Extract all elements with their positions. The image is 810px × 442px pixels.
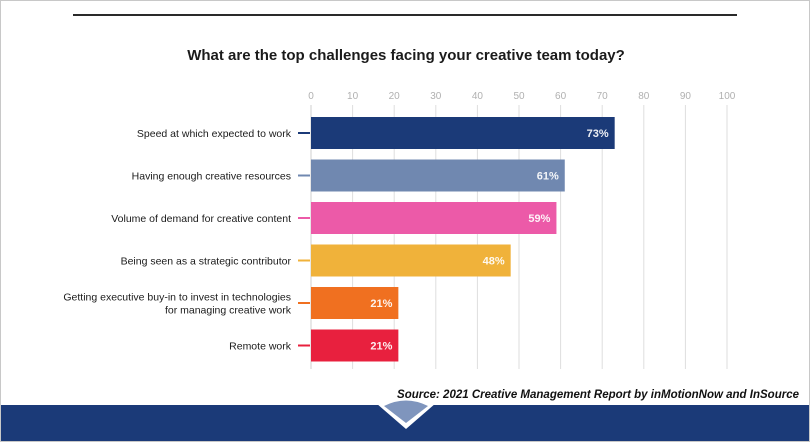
- bar-value-label: 48%: [483, 256, 505, 268]
- x-tick-label: 90: [680, 91, 692, 102]
- x-tick-label: 10: [347, 91, 359, 102]
- category-label: Getting executive buy-in to invest in te…: [63, 292, 291, 317]
- category-label: Volume of demand for creative content: [111, 213, 291, 225]
- top-divider: [73, 14, 737, 16]
- source-note: Source: 2021 Creative Management Report …: [397, 389, 799, 401]
- category-label: Speed at which expected to work: [137, 128, 292, 140]
- bar: [311, 117, 615, 149]
- bar: [311, 244, 511, 277]
- x-tick-label: 70: [597, 91, 609, 102]
- bar: [311, 329, 399, 362]
- x-tick-label: 60: [555, 91, 567, 102]
- bar-value-label: 21%: [370, 298, 392, 310]
- footer-notch: [376, 400, 436, 429]
- bar-value-label: 59%: [528, 213, 550, 225]
- x-tick-label: 0: [308, 91, 314, 102]
- bar-value-label: 73%: [587, 128, 609, 140]
- bar-value-label: 61%: [537, 171, 559, 183]
- chart-title: What are the top challenges facing your …: [187, 47, 625, 64]
- x-tick-label: 100: [719, 91, 736, 102]
- category-label: Remote work: [229, 341, 292, 353]
- x-tick-label: 50: [513, 91, 525, 102]
- category-label: Being seen as a strategic contributor: [121, 256, 292, 268]
- bar: [311, 159, 565, 192]
- x-tick-label: 30: [430, 91, 442, 102]
- x-tick-label: 40: [472, 91, 484, 102]
- category-label: Having enough creative resources: [132, 171, 291, 183]
- bar: [311, 287, 399, 319]
- x-tick-label: 80: [638, 91, 650, 102]
- bar: [311, 202, 557, 234]
- bar-value-label: 21%: [370, 341, 392, 353]
- x-tick-label: 20: [389, 91, 401, 102]
